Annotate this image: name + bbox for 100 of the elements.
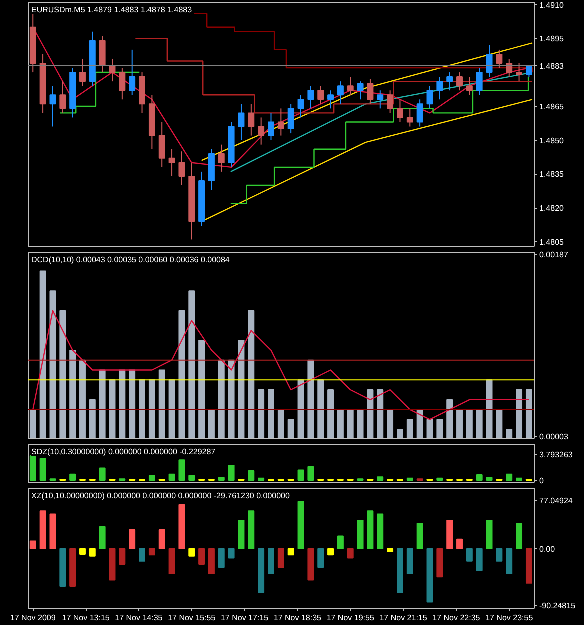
bar [158, 370, 166, 438]
bar [30, 409, 36, 438]
bar [416, 409, 424, 438]
bar [198, 340, 206, 438]
bar [506, 548, 513, 574]
candlestick [506, 58, 513, 78]
bar [70, 474, 76, 481]
x-tick-label: 17 Nov 14:35 [115, 614, 164, 622]
bar [178, 460, 186, 481]
candlestick [367, 78, 374, 105]
bar [268, 548, 274, 574]
bar [506, 474, 513, 481]
bar [436, 548, 444, 578]
chart-title: SDZ(10,0.30000000) 0.000000 0.000000 -0.229287 [32, 448, 216, 456]
y-tick-label: 1.4910 [540, 0, 565, 10]
bar [188, 290, 196, 438]
bar [248, 510, 255, 550]
y-tick-label: 1.4820 [540, 204, 565, 214]
bar [168, 380, 176, 438]
x-tick-label: 17 Nov 18:35 [274, 614, 322, 622]
y-tick-label: 0 [540, 476, 544, 486]
bar [377, 476, 384, 481]
bar [308, 466, 314, 481]
bar [188, 548, 196, 557]
bar [278, 409, 284, 438]
bar [516, 478, 523, 481]
bar [308, 360, 314, 438]
bar [148, 380, 156, 438]
bar [148, 475, 156, 481]
bar [89, 548, 96, 557]
bar [238, 520, 245, 550]
bar [318, 548, 324, 568]
bar [258, 548, 265, 594]
y-tick-label: -90.24815 [540, 602, 576, 611]
bar [337, 536, 344, 550]
bar [228, 360, 235, 438]
bar [50, 514, 56, 550]
y-tick-label: 1.4850 [540, 136, 565, 146]
bar [218, 360, 225, 438]
candlestick [129, 49, 136, 96]
bar [168, 548, 176, 574]
bar [148, 548, 156, 556]
bar [278, 548, 284, 568]
bar [258, 478, 265, 481]
bar [70, 350, 76, 438]
bar [357, 520, 364, 550]
candlestick [168, 148, 176, 177]
x-tick-label: 17 Nov 21:15 [380, 614, 428, 622]
bar [446, 399, 454, 438]
candlestick [387, 90, 394, 114]
x-tick-label: 17 Nov 2009 [10, 614, 56, 622]
y-tick-label: 0.00 [540, 544, 556, 554]
bar [526, 390, 532, 438]
candlestick [416, 99, 424, 128]
y-tick-label: 0.00187 [540, 250, 569, 260]
bar [228, 548, 235, 559]
bar [268, 390, 274, 438]
candlestick [318, 86, 324, 105]
bar [228, 465, 235, 481]
bar [129, 370, 136, 438]
candlestick [466, 76, 473, 96]
candlestick [218, 144, 225, 172]
bar [466, 409, 473, 438]
bar [119, 548, 126, 566]
y-tick-label: 1.4865 [540, 102, 565, 112]
bar [298, 470, 304, 481]
bar [496, 409, 503, 438]
candlestick [268, 112, 274, 141]
y-tick-label: 1.4835 [540, 170, 565, 180]
candlestick [80, 58, 86, 87]
candlestick [436, 76, 444, 100]
line-series [32, 310, 530, 420]
candlestick [397, 99, 404, 123]
candlestick [476, 68, 483, 96]
bar [476, 548, 483, 572]
bar [436, 478, 444, 481]
chart-title: DCD(10,10) 0.00043 0.00035 0.00060 0.00036 0.00084 [32, 256, 230, 264]
bar [30, 540, 36, 550]
bar [506, 429, 513, 438]
bar [298, 501, 304, 550]
candlestick [238, 104, 245, 141]
bar [318, 380, 324, 438]
y-tick-label: 1.4805 [540, 238, 565, 247]
bar [406, 548, 414, 574]
bar [397, 429, 404, 438]
bar [328, 548, 334, 556]
bar [406, 419, 414, 438]
bar [347, 548, 354, 559]
bar [168, 474, 176, 481]
bar [248, 470, 255, 481]
bar [377, 514, 384, 550]
bar [178, 310, 186, 438]
x-tick-label: 17 Nov 15:55 [168, 614, 216, 622]
bar [109, 548, 116, 581]
bar [50, 290, 56, 438]
bar [60, 548, 66, 588]
bar [188, 475, 196, 481]
bar [486, 380, 493, 438]
bar [436, 419, 444, 438]
bar [397, 548, 404, 594]
